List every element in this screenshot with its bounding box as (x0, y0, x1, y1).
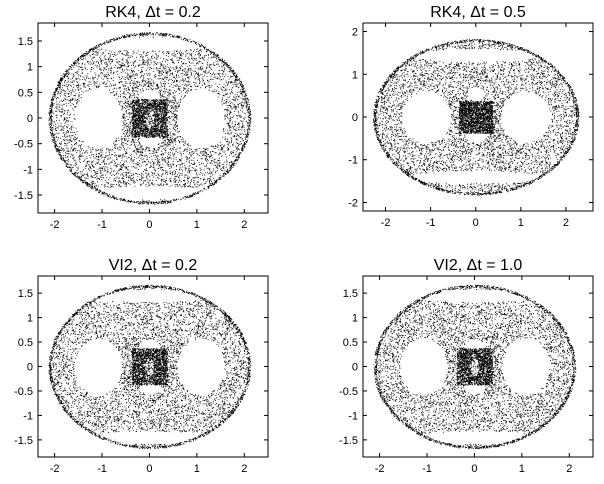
y-tick-label: -1 (348, 155, 358, 167)
panel-3: VI2, Δt = 0.2 -2 -1 0 1 2 -1.5 -1 -0.5 0 0.5 1 1.5 (14, 257, 269, 475)
x-tick-label: 2 (241, 219, 247, 231)
y-tick-label: 0.5 (18, 337, 33, 349)
y-tick-label: 1.5 (18, 36, 33, 48)
x-tick-label: -2 (50, 219, 60, 231)
x-tick-label: -2 (381, 217, 391, 229)
y-tick-label: -1 (348, 410, 358, 422)
y-tick-label: -0.5 (14, 386, 33, 398)
y-tick-label: 1 (27, 313, 33, 325)
x-tick-label: -1 (426, 217, 436, 229)
x-tick-label: 2 (566, 463, 572, 475)
x-tick-label: 0 (471, 463, 477, 475)
y-tick-label: 0.5 (343, 337, 358, 349)
scatter-marks (48, 32, 252, 205)
panel-title: RK4, Δt = 0.2 (105, 4, 201, 21)
x-tick-label: 2 (563, 217, 569, 229)
x-tick-label: -2 (50, 463, 60, 475)
panel-title: RK4, Δt = 0.5 (430, 4, 526, 21)
x-tick-label: 0 (146, 463, 152, 475)
panel-title: VI2, Δt = 0.2 (109, 257, 198, 274)
y-tick-label: -1 (23, 410, 33, 422)
scatter-marks (372, 39, 580, 196)
y-tick-label: -1.5 (14, 435, 33, 447)
y-tick-label: -2 (348, 197, 358, 209)
y-tick-label: 1 (352, 69, 358, 81)
x-tick-label: 1 (194, 219, 200, 231)
axes-frame (37, 275, 269, 458)
panel-1: RK4, Δt = 0.2 -2 -1 0 1 2 -1.5 -1 -0.5 0 0.5 1 1.5 (14, 4, 269, 231)
panel-4: VI2, Δt = 1.0 -2 -1 0 1 2 -1.5 -1 -0.5 0 0.5 1 1.5 (339, 257, 594, 475)
x-tick-label: 0 (473, 217, 479, 229)
x-tick-label: 2 (241, 463, 247, 475)
scatter-marks (373, 284, 577, 450)
y-tick-label: 0 (27, 113, 33, 125)
y-tick-label: -1.5 (339, 435, 358, 447)
x-tick-label: 1 (518, 217, 524, 229)
panel-2: RK4, Δt = 0.5 -2 -1 0 1 2 -2 -1 0 1 2 (348, 4, 594, 229)
scatter-points (373, 284, 577, 450)
x-tick-label: -1 (97, 219, 107, 231)
y-tick-label: -0.5 (339, 386, 358, 398)
panel-title: VI2, Δt = 1.0 (434, 257, 523, 274)
x-tick-label: -1 (97, 463, 107, 475)
x-tick-label: -2 (375, 463, 385, 475)
y-tick-label: 1 (27, 62, 33, 74)
y-tick-label: -0.5 (14, 139, 33, 151)
x-tick-label: 1 (519, 463, 525, 475)
y-tick-label: 1.5 (343, 288, 358, 300)
y-tick-label: 0 (352, 112, 358, 124)
x-tick-label: 0 (146, 219, 152, 231)
x-tick-label: -1 (422, 463, 432, 475)
y-tick-label: 1.5 (18, 288, 33, 300)
y-tick-label: 1 (352, 313, 358, 325)
y-tick-label: -1 (23, 164, 33, 176)
y-tick-label: -1.5 (14, 190, 33, 202)
scatter-points (372, 39, 580, 196)
y-tick-label: 0 (352, 362, 358, 374)
scatter-marks (48, 284, 252, 450)
scatter-points (48, 32, 252, 205)
y-tick-label: 2 (352, 27, 358, 39)
y-tick-label: 0 (27, 362, 33, 374)
x-tick-label: 1 (194, 463, 200, 475)
y-tick-label: 0.5 (18, 87, 33, 99)
scatter-points (48, 284, 252, 450)
